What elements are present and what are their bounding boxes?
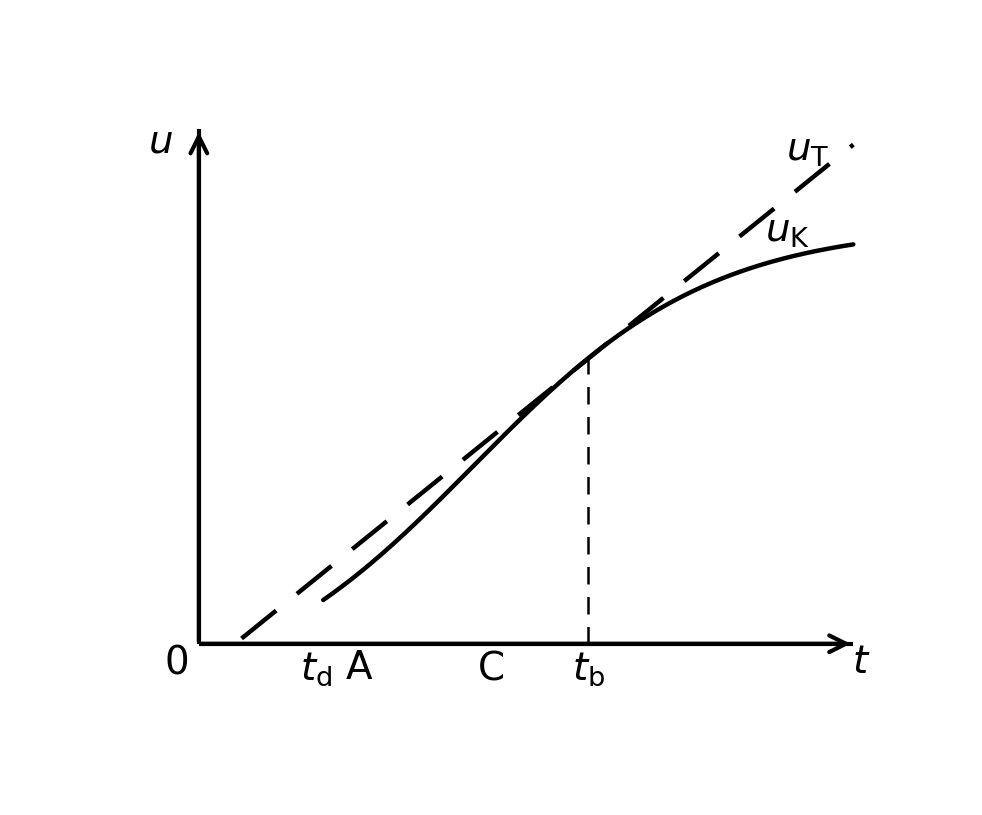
Text: $\rm C$: $\rm C$ <box>476 650 504 687</box>
Text: $0$: $0$ <box>164 644 189 681</box>
Text: $t_{\rm b}$: $t_{\rm b}$ <box>572 650 605 688</box>
Text: $u_{\rm K}$: $u_{\rm K}$ <box>765 214 810 250</box>
Text: $t$: $t$ <box>851 644 870 681</box>
Text: $t_{\rm d}$: $t_{\rm d}$ <box>300 650 332 688</box>
Text: $u$: $u$ <box>148 123 173 161</box>
Text: $u_{\rm T}$: $u_{\rm T}$ <box>786 132 829 170</box>
Text: $\rm A$: $\rm A$ <box>345 650 373 687</box>
